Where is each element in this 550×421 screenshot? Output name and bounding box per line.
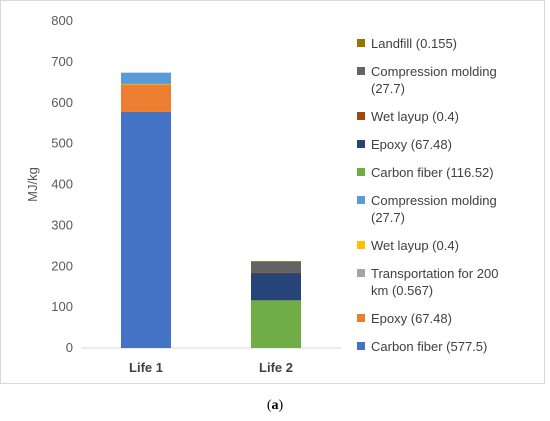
bar-segment bbox=[121, 72, 171, 84]
y-axis-label: MJ/kg bbox=[25, 167, 40, 202]
legend-label: Carbon fiber (116.52) bbox=[371, 165, 494, 180]
legend-label: (27.7) bbox=[371, 81, 405, 96]
y-tick-label: 0 bbox=[66, 340, 73, 355]
y-tick-label: 200 bbox=[51, 258, 73, 273]
legend-swatch bbox=[357, 342, 365, 350]
legend-swatch bbox=[357, 314, 365, 322]
bar-segment bbox=[251, 261, 301, 262]
caption-letter: a bbox=[271, 398, 279, 413]
legend-label: (27.7) bbox=[371, 210, 405, 225]
bar-segment bbox=[121, 83, 171, 85]
legend-swatch bbox=[357, 269, 365, 277]
y-tick-label: 500 bbox=[51, 136, 73, 151]
legend-swatch bbox=[357, 168, 365, 176]
bar-segment bbox=[251, 272, 301, 274]
bar-segment bbox=[251, 272, 301, 301]
stacked-bar-chart: 0 100 200 300 400 500 600 700 800 MJ/kg Life 1 Life… bbox=[25, 13, 498, 375]
bar-segment bbox=[251, 300, 301, 348]
x-tick-label: Life 1 bbox=[129, 360, 163, 375]
bar-segment bbox=[251, 261, 301, 273]
legend-label: Wet layup (0.4) bbox=[371, 238, 459, 253]
bar-segment bbox=[121, 84, 171, 112]
y-tick-label: 100 bbox=[51, 299, 73, 314]
chart-frame: 0 100 200 300 400 500 600 700 800 MJ/kg Life 1 Life… bbox=[0, 0, 545, 384]
legend-label: Carbon fiber (577.5) bbox=[371, 339, 487, 354]
y-tick-label: 700 bbox=[51, 54, 73, 69]
legend-label: Transportation for 200 bbox=[371, 266, 498, 281]
caption-open: ( bbox=[266, 398, 272, 413]
bar-segment bbox=[121, 111, 171, 349]
legend-label: Compression molding bbox=[371, 64, 497, 79]
legend-swatch bbox=[357, 67, 365, 75]
legend-label: Compression molding bbox=[371, 193, 497, 208]
legend-label: km (0.567) bbox=[371, 283, 433, 298]
y-tick-label: 300 bbox=[51, 217, 73, 232]
legend-label: Epoxy (67.48) bbox=[371, 137, 452, 152]
legend-swatch bbox=[357, 241, 365, 249]
legend-label: Epoxy (67.48) bbox=[371, 311, 452, 326]
y-tick-label: 600 bbox=[51, 95, 73, 110]
legend-swatch bbox=[357, 112, 365, 120]
legend-swatch bbox=[357, 39, 365, 47]
y-tick-label: 800 bbox=[51, 13, 73, 28]
figure-caption: (a) bbox=[0, 398, 550, 414]
x-tick-label: Life 2 bbox=[259, 360, 293, 375]
legend-swatch bbox=[357, 140, 365, 148]
y-tick-label: 400 bbox=[51, 177, 73, 192]
legend-label: Landfill (0.155) bbox=[371, 36, 457, 51]
legend-swatch bbox=[357, 196, 365, 204]
caption-close: ) bbox=[278, 398, 284, 413]
legend-label: Wet layup (0.4) bbox=[371, 109, 459, 124]
